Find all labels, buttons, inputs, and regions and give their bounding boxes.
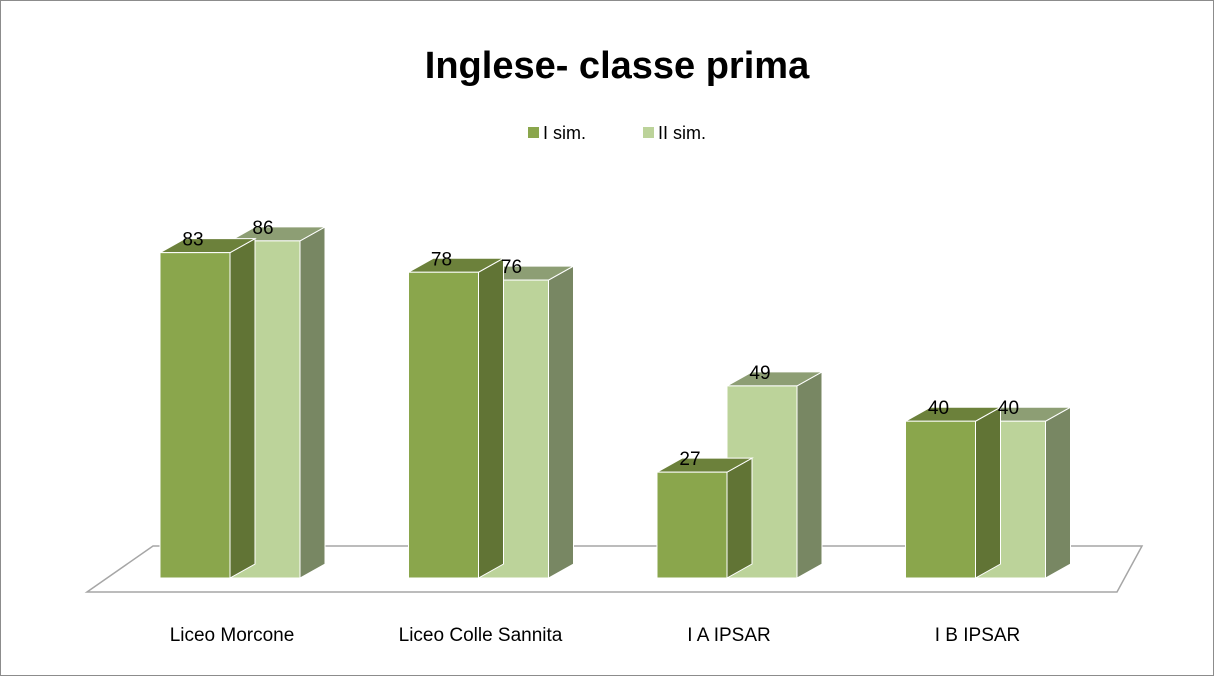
bar-side (229, 237, 256, 579)
value-label: 78 (431, 249, 452, 270)
value-label: 40 (998, 398, 1019, 419)
floor (84, 545, 1144, 593)
bar-side (478, 257, 504, 579)
value-label: 27 (679, 449, 700, 470)
value-label: 76 (501, 257, 522, 278)
x-tick-label: I A IPSAR (687, 625, 770, 646)
value-label: 49 (749, 363, 770, 384)
x-tick-label: Liceo Morcone (170, 625, 295, 646)
x-tick-label: Liceo Colle Sannita (399, 625, 563, 646)
bar (159, 252, 231, 579)
legend-label: II sim. (658, 123, 706, 143)
value-label: 83 (182, 230, 203, 251)
bar-side (726, 457, 753, 579)
bar-side (1045, 406, 1071, 579)
legend-swatch (528, 127, 539, 138)
legend-label: I sim. (543, 123, 586, 143)
bar (905, 420, 976, 579)
x-tick-label: I B IPSAR (935, 625, 1021, 646)
value-label: 86 (252, 218, 273, 239)
chart-title: Inglese- classe prima (425, 45, 810, 87)
value-label: 40 (928, 398, 949, 419)
bar (656, 471, 728, 579)
bar-side (975, 406, 1001, 579)
bar-side (548, 265, 574, 579)
legend-swatch (643, 127, 654, 138)
bar (408, 271, 479, 579)
bar-side (796, 371, 823, 579)
bar-side (299, 226, 326, 579)
